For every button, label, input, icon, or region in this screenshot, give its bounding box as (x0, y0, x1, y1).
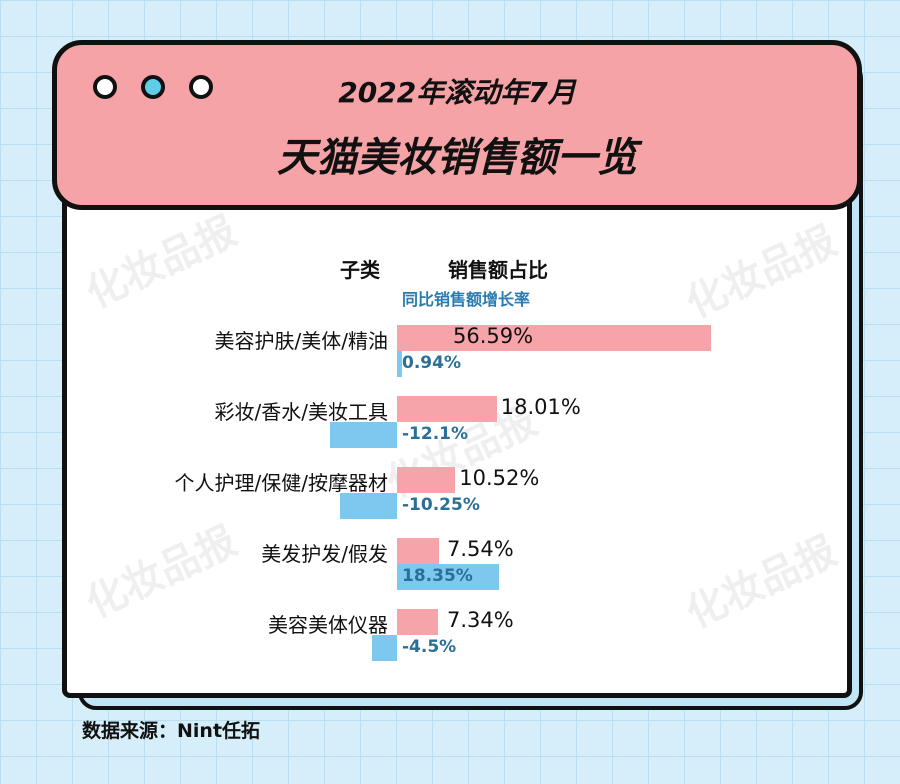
window-dot-icon (141, 75, 165, 99)
category-label: 美容美体仪器 (268, 613, 388, 637)
category-header: 子类 (340, 258, 380, 282)
category-label: 个人护理/保健/按摩器材 (174, 471, 388, 495)
share-bar (397, 538, 439, 564)
title-line1: 2022年滚动年7月 (338, 76, 576, 109)
growth-label: 0.94% (402, 353, 461, 373)
share-label: 10.52% (459, 466, 540, 490)
share-label: 18.01% (500, 395, 581, 419)
chart-card (62, 150, 852, 698)
growth-bar (329, 422, 397, 448)
growth-bar (397, 564, 499, 590)
growth-bar (397, 351, 403, 377)
title-line2: 天猫美妆销售额一览 (277, 135, 637, 181)
share-label: 56.59% (453, 324, 534, 348)
growth-label: -12.1% (402, 424, 469, 444)
growth-bar (372, 635, 397, 661)
growth-label: 18.35% (402, 566, 473, 586)
window-dot-icon (93, 75, 117, 99)
growth-bar (340, 493, 397, 519)
share-label: 7.34% (447, 608, 514, 632)
category-label: 美发护发/假发 (261, 542, 388, 566)
share-header: 销售额占比 (448, 258, 548, 282)
growth-label: -10.25% (402, 495, 480, 515)
growth-label: -4.5% (402, 637, 457, 657)
header-banner: 2022年滚动年7月 天猫美妆销售额一览 (52, 40, 862, 210)
share-bar (397, 325, 711, 351)
share-bar (397, 609, 438, 635)
share-bar (397, 396, 497, 422)
category-label: 彩妆/香水/美妆工具 (214, 400, 388, 424)
share-bar (397, 467, 456, 493)
growth-header: 同比销售额增长率 (402, 290, 531, 309)
source-note: 数据来源：Nint任拓 (82, 720, 261, 742)
share-label: 7.54% (447, 537, 514, 561)
window-dot-icon (189, 75, 213, 99)
category-label: 美容护肤/美体/精油 (214, 329, 388, 353)
